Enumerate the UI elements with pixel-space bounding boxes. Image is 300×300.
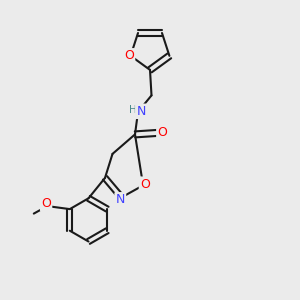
Text: O: O: [124, 49, 134, 62]
Text: O: O: [41, 197, 51, 210]
Text: O: O: [140, 178, 150, 191]
Text: O: O: [158, 126, 167, 140]
Text: H: H: [129, 105, 136, 116]
Text: N: N: [116, 193, 125, 206]
Text: N: N: [136, 105, 146, 118]
